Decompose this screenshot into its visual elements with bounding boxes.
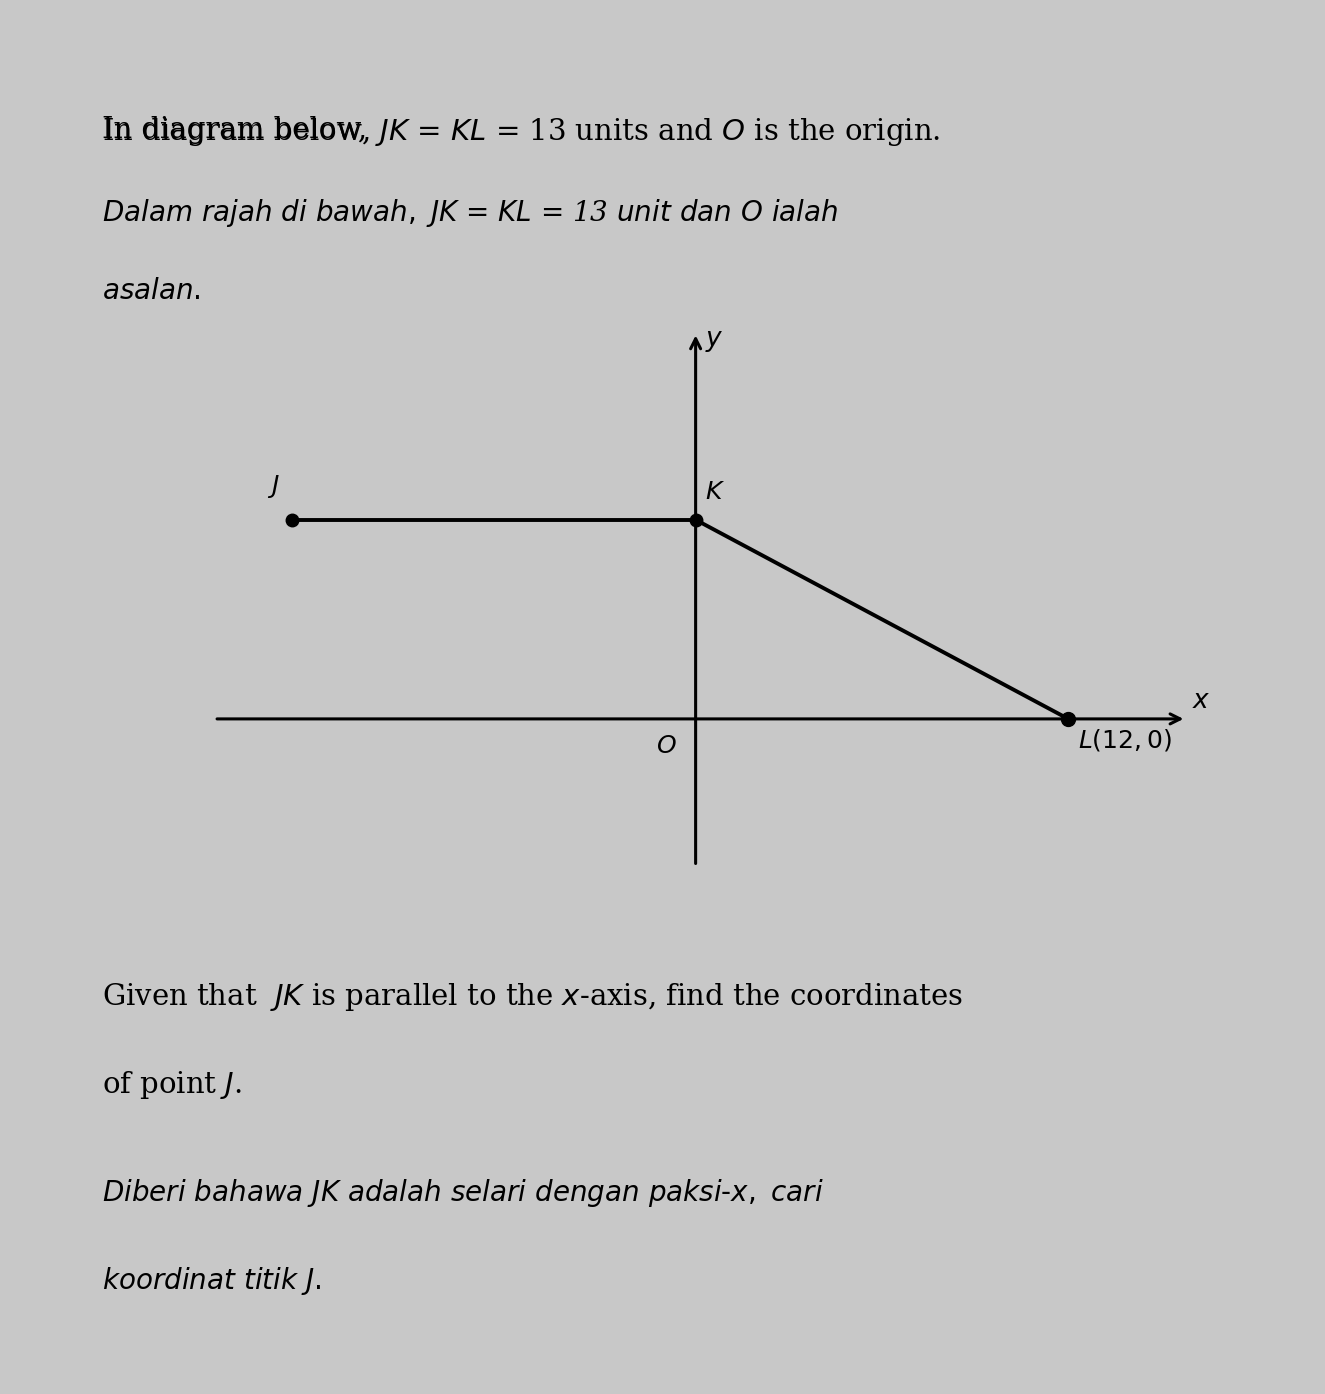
Text: $K$: $K$ bbox=[705, 480, 725, 503]
Text: In diagram below,: In diagram below, bbox=[102, 116, 376, 144]
Text: $J$: $J$ bbox=[266, 473, 280, 500]
Text: $\it{Dalam\ rajah\ di\ bawah,\ JK}$ = $\it{KL}$ = 13 $\it{unit\ dan\ O\ ialah}$: $\it{Dalam\ rajah\ di\ bawah,\ JK}$ = $\… bbox=[102, 197, 839, 229]
Text: In diagram below, $\mathit{JK}$ = $\mathit{KL}$ = 13 units and $\mathit{O}$ is t: In diagram below, $\mathit{JK}$ = $\math… bbox=[102, 116, 941, 148]
Text: Given that  $\mathit{JK}$ is parallel to the $x$-axis, find the coordinates: Given that $\mathit{JK}$ is parallel to … bbox=[102, 981, 963, 1013]
Text: $x$: $x$ bbox=[1192, 687, 1211, 712]
Text: $\it{Diberi\ bahawa\ JK\ adalah\ selari\ dengan\ paksi\text{-}x,\ cari}$: $\it{Diberi\ bahawa\ JK\ adalah\ selari\… bbox=[102, 1177, 824, 1209]
Text: $y$: $y$ bbox=[705, 329, 723, 354]
Text: $\it{asalan.}$: $\it{asalan.}$ bbox=[102, 277, 201, 305]
Text: $\it{koordinat\ titik\ J.}$: $\it{koordinat\ titik\ J.}$ bbox=[102, 1266, 322, 1298]
Text: $L(12,0)$: $L(12,0)$ bbox=[1077, 726, 1171, 753]
Text: of point $\mathit{J}$.: of point $\mathit{J}$. bbox=[102, 1069, 242, 1101]
Text: $O$: $O$ bbox=[656, 735, 677, 758]
